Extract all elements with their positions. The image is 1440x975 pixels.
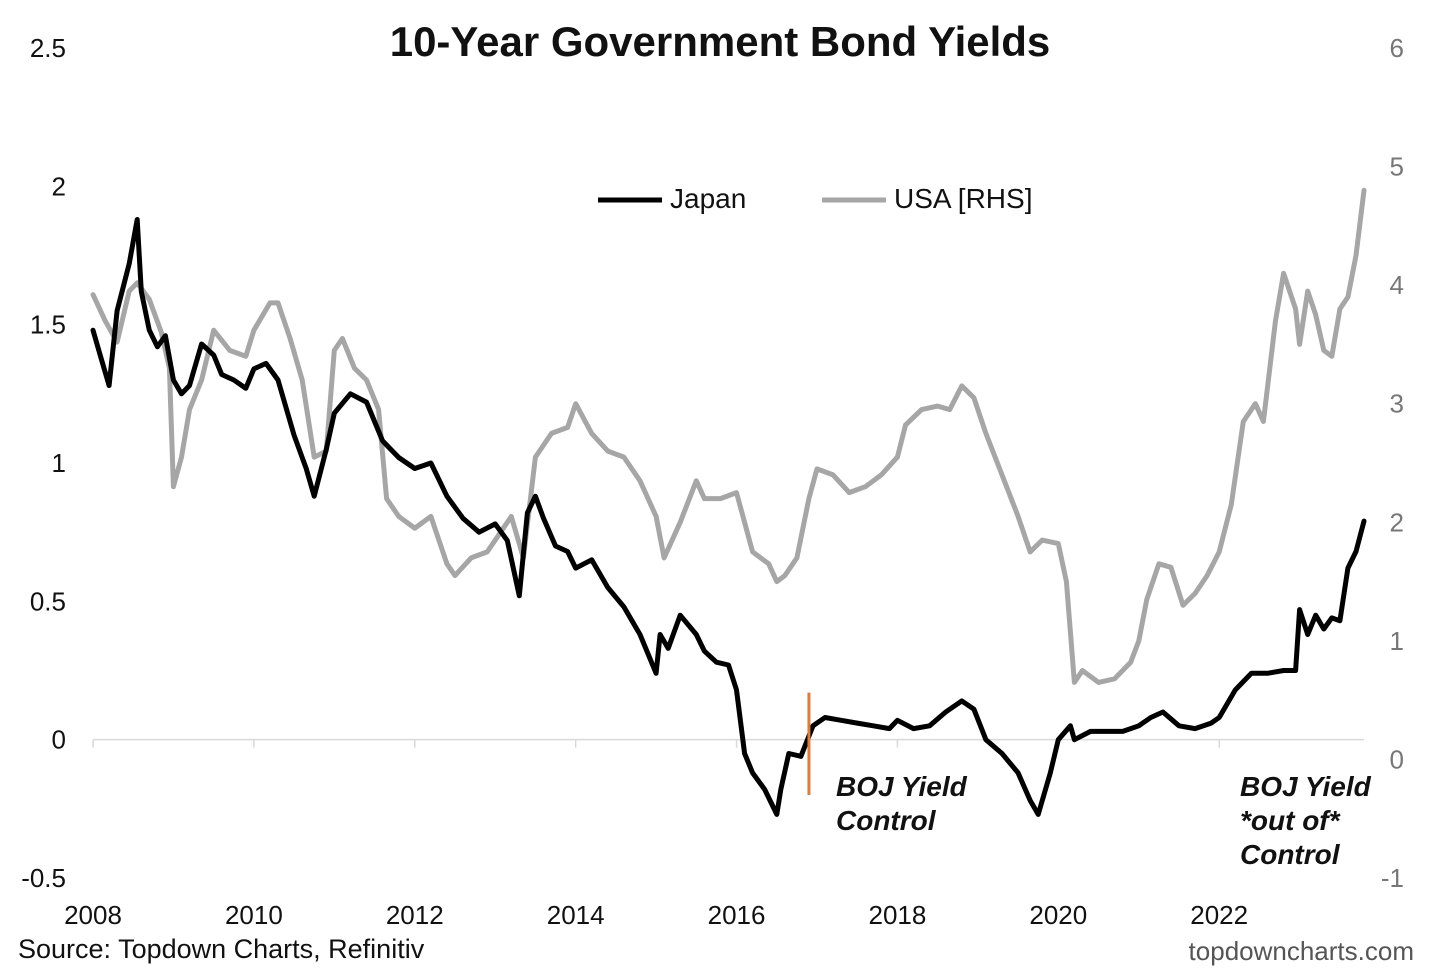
series-layer: [90, 187, 1367, 817]
x-tick-label: 2018: [869, 900, 927, 930]
x-tick-label: 2010: [225, 900, 283, 930]
annotation-boj-yield-out-of-control: BOJ Yield *out of* Control: [1240, 770, 1371, 872]
y-left-tick-label: 2: [52, 171, 66, 201]
y-left-tick-label: 1: [52, 448, 66, 478]
watermark-site: topdowncharts.com: [1188, 936, 1414, 966]
x-tick-label: 2016: [708, 900, 766, 930]
series-line-usa: [90, 187, 1367, 685]
source-note: Source: Topdown Charts, Refinitiv: [18, 934, 425, 964]
y-left-tick-label: 1.5: [30, 310, 66, 340]
legend-label-usa: USA [RHS]: [894, 183, 1033, 214]
y-right-tick-label: -1: [1381, 863, 1404, 893]
annotation-line: Control: [836, 805, 936, 836]
annotation-line: BOJ Yield: [1240, 771, 1371, 802]
x-tick-label: 2020: [1029, 900, 1087, 930]
y-left-tick-label: 0: [52, 725, 66, 755]
x-tick-label: 2022: [1190, 900, 1248, 930]
y-right-tick-label: 6: [1390, 33, 1404, 63]
y-right-tick-label: 4: [1390, 270, 1404, 300]
y-left-tick-label: 0.5: [30, 586, 66, 616]
legend-label-japan: Japan: [670, 183, 747, 214]
annotation-line: *out of*: [1240, 805, 1340, 836]
y-right-tick-label: 5: [1390, 152, 1404, 182]
y-right-tick-label: 3: [1390, 389, 1404, 419]
x-tick-label: 2008: [64, 900, 122, 930]
x-tick-label: 2014: [547, 900, 605, 930]
y-left-tick-label: -0.5: [21, 863, 66, 893]
y-right-tick-label: 1: [1390, 626, 1404, 656]
annotation-line: Control: [1240, 839, 1340, 870]
series-line-japan: [90, 217, 1367, 817]
y-right-tick-label: 2: [1390, 507, 1404, 537]
y-right-tick-label: 0: [1390, 744, 1404, 774]
y-left-tick-label: 2.5: [30, 33, 66, 63]
annotation-line: BOJ Yield: [836, 771, 967, 802]
axis-layer: 2008 2010 2012 2014 2016 2018 2020 20222.521.51…: [21, 33, 1404, 930]
x-tick-label: 2012: [386, 900, 444, 930]
annotation-boj-yield-control: BOJ Yield Control: [836, 770, 967, 838]
chart-title: 10-Year Government Bond Yields: [389, 18, 1051, 65]
